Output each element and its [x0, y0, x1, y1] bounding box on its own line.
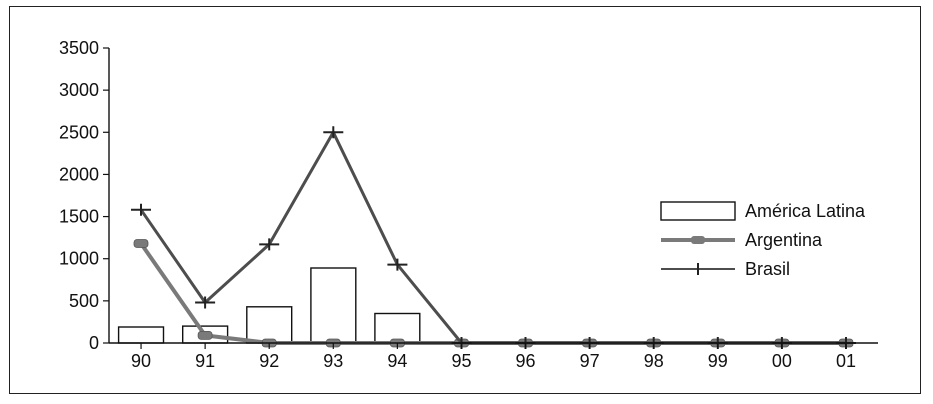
- point-brasil-94: [387, 258, 408, 271]
- chart-frame: 0 500 1000 1500 2000 2500 3000 3500 90 91 92 93 94 95…: [9, 6, 921, 394]
- x-tick-label: 95: [451, 351, 471, 371]
- point-argentina-91: [197, 330, 213, 340]
- x-tick-label: 94: [387, 351, 407, 371]
- y-tick-label: 2000: [59, 164, 99, 184]
- bar-92: [246, 306, 293, 344]
- y-tick-label: 1000: [59, 249, 99, 269]
- legend-label-américa-latina: América Latina: [745, 201, 866, 221]
- point-brasil-92: [259, 238, 280, 251]
- x-tick-label: 93: [323, 351, 343, 371]
- x-tick-label: 01: [836, 351, 856, 371]
- x-tick-label: 92: [259, 351, 279, 371]
- y-tick-label: 500: [69, 291, 99, 311]
- x-tick-label: 97: [580, 351, 600, 371]
- legend-label-brasil: Brasil: [745, 259, 790, 279]
- y-tick-label: 1500: [59, 207, 99, 227]
- point-argentina-90: [133, 239, 149, 248]
- x-tick-label: 00: [772, 351, 792, 371]
- y-tick-label: 2500: [59, 122, 99, 142]
- point-brasil-93: [323, 126, 344, 139]
- x-tick-label: 90: [131, 351, 151, 371]
- legend-marker-argentina: [691, 236, 705, 244]
- bar-93: [310, 267, 357, 344]
- legend: América Latina Argentina Brasil: [660, 201, 866, 279]
- x-tick-label: 98: [644, 351, 664, 371]
- bar-94: [374, 312, 421, 344]
- point-brasil-91: [195, 296, 216, 309]
- y-tick-label: 3000: [59, 80, 99, 100]
- point-brasil-90: [131, 203, 151, 216]
- legend-label-argentina: Argentina: [745, 230, 823, 250]
- legend-swatch-américa-latina: [660, 201, 736, 221]
- x-tick-label: 96: [516, 351, 536, 371]
- x-tick-label: 91: [195, 351, 215, 371]
- bars-group: [117, 267, 421, 344]
- x-tick-label: 99: [708, 351, 728, 371]
- y-tick-label: 3500: [59, 38, 99, 58]
- y-tick-label: 0: [89, 333, 99, 353]
- chart: 0 500 1000 1500 2000 2500 3000 3500 90 91 92 93 94 95…: [59, 38, 878, 371]
- axes-group: 0 500 1000 1500 2000 2500 3000 3500 90 91 92 93 94 95…: [59, 38, 878, 371]
- bar-90: [117, 326, 165, 344]
